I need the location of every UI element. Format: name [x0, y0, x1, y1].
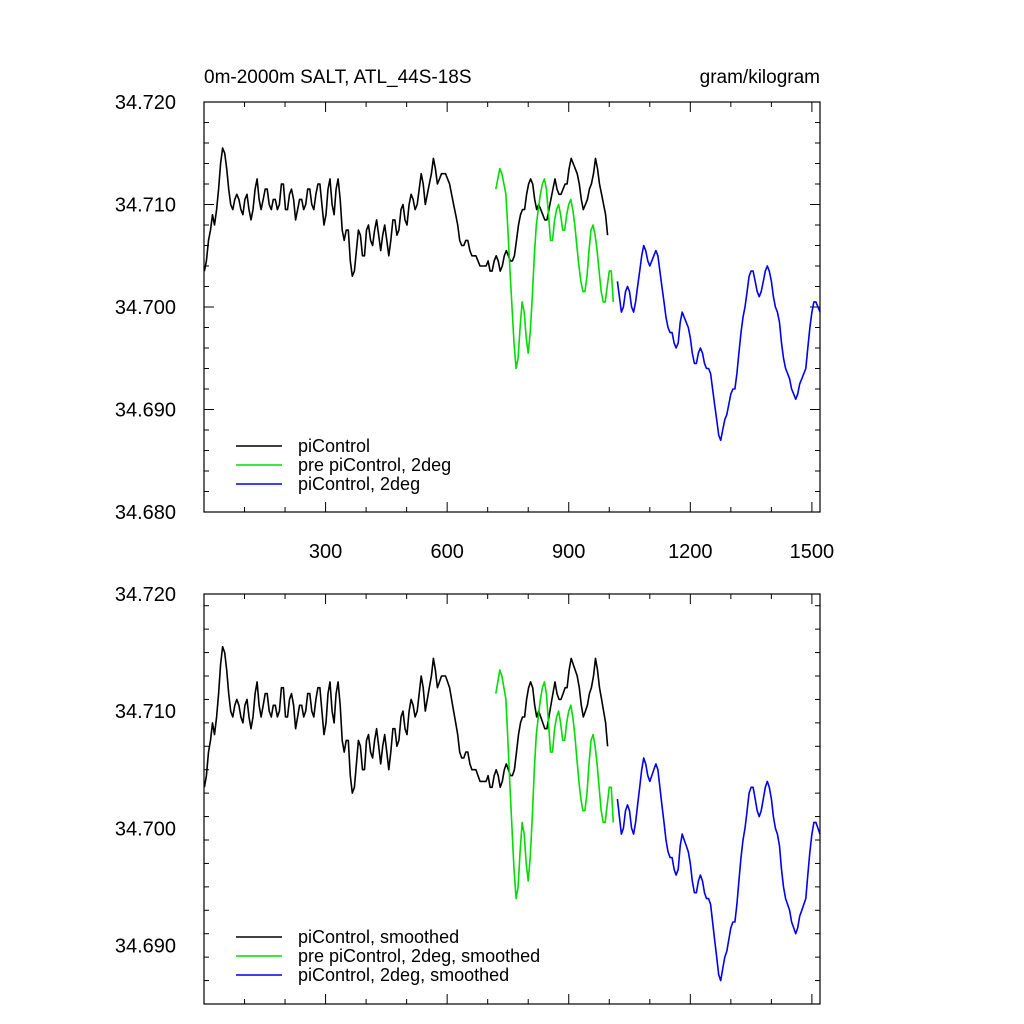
x-tick-label: 900	[552, 541, 585, 563]
series-line-1	[203, 645, 609, 794]
legend-label: piControl	[298, 436, 370, 456]
plot-frame	[203, 101, 821, 513]
series-line-3	[616, 244, 821, 442]
plot-frame	[203, 593, 821, 1005]
series-line-2	[495, 669, 615, 900]
y-tick-label: 34.720	[115, 584, 176, 606]
y-tick-label: 34.710	[115, 195, 176, 217]
series-line-1	[203, 147, 609, 278]
x-tick-label: 1500	[790, 541, 835, 563]
legend-label: pre piControl, 2deg, smoothed	[298, 946, 540, 966]
units-label: gram/kilogram	[700, 67, 820, 88]
y-tick-label: 34.710	[115, 701, 176, 723]
legend-label: piControl, smoothed	[298, 927, 459, 947]
y-tick-label: 34.700	[115, 297, 176, 319]
chart-title: 0m-2000m SALT, ATL_44S-18S	[204, 67, 472, 88]
y-tick-label: 34.700	[115, 818, 176, 840]
legend-label: piControl, 2deg, smoothed	[298, 965, 509, 985]
y-tick-label: 34.690	[115, 935, 176, 957]
series-line-2	[495, 167, 615, 370]
x-tick-label: 1200	[668, 541, 713, 563]
y-tick-label: 34.690	[115, 400, 176, 422]
legend-label: piControl, 2deg	[298, 474, 420, 494]
y-tick-label: 34.720	[115, 92, 176, 114]
bottom-chart: 34.720 34.710 34.700 34.690 piControl, smoo…	[115, 584, 821, 1005]
series-line-3	[616, 757, 821, 982]
top-chart: 0m-2000m SALT, ATL_44S-18S gram/kilogram…	[115, 67, 834, 563]
x-tick-label: 300	[309, 541, 342, 563]
legend-label: pre piControl, 2deg	[298, 455, 451, 475]
x-tick-label: 600	[430, 541, 463, 563]
y-tick-label: 34.680	[115, 502, 176, 524]
